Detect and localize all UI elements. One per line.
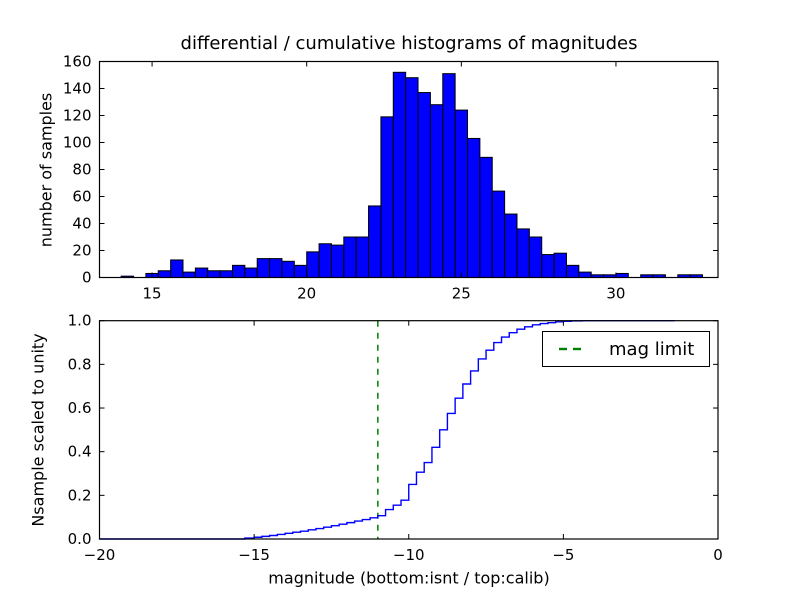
y-tick-label: 1.0 <box>68 312 92 330</box>
top-y-axis-label: number of samples <box>36 92 56 248</box>
histogram-bar <box>380 116 394 278</box>
y-tick-label: 140 <box>63 80 92 98</box>
histogram-bar <box>231 264 246 279</box>
histogram-bar <box>157 270 172 278</box>
histogram-bar <box>504 213 518 279</box>
legend-label: mag limit <box>609 338 695 360</box>
x-tick-label: −5 <box>552 546 574 564</box>
x-tick-label: −10 <box>393 546 425 564</box>
y-tick-label: 0.2 <box>68 486 92 504</box>
y-tick-label: 0.6 <box>68 399 92 417</box>
histogram-bar <box>330 244 345 279</box>
x-tick-label: −20 <box>84 546 116 564</box>
legend: mag limit <box>542 331 710 367</box>
cumulative-curve <box>99 320 675 540</box>
histogram-bars <box>120 71 704 279</box>
axes-frame: 15 20 25 30 0 20 40 60 80 100 120 140 160 <box>63 53 719 303</box>
y-tick-label: 0.4 <box>68 443 92 461</box>
histogram-bar <box>528 236 543 278</box>
histogram-bar <box>170 259 184 279</box>
x-tick-label: −15 <box>238 546 270 564</box>
histogram-bar <box>219 270 233 278</box>
y-tick-label: 160 <box>63 53 92 71</box>
axes-frame: −20 −15 −10 −5 0 0.0 0.2 0.4 0.6 0.8 1.0 <box>68 312 723 564</box>
histogram-bar <box>281 260 295 278</box>
histogram-bar <box>565 264 580 279</box>
x-tick-label: 20 <box>297 285 316 303</box>
histogram-bar <box>306 251 320 279</box>
x-tick-label: 15 <box>143 285 162 303</box>
y-tick-label: 100 <box>63 134 92 152</box>
histogram-bar <box>355 236 370 278</box>
histogram-bar <box>256 258 271 279</box>
histogram-bar <box>368 205 382 278</box>
legend-dash-icon <box>559 347 581 351</box>
histogram-bar <box>244 267 258 278</box>
histogram-bar <box>194 267 209 278</box>
histogram-bar <box>269 258 283 279</box>
histogram-bar <box>207 270 221 278</box>
y-tick-label: 0.8 <box>68 355 92 373</box>
plot-frame <box>98 320 719 540</box>
histogram-bar <box>479 156 493 279</box>
y-tick-label: 80 <box>72 161 91 179</box>
histogram-bar <box>553 252 567 278</box>
x-tick-label: 30 <box>606 285 625 303</box>
chart-title: differential / cumulative histograms of … <box>180 33 638 54</box>
histogram-bar <box>442 73 456 279</box>
y-tick-label: 0 <box>82 269 92 287</box>
histogram-bar <box>429 104 444 278</box>
histogram-bar <box>293 264 308 279</box>
x-axis-label: magnitude (bottom:isnt / top:calib) <box>268 568 550 588</box>
bottom-y-axis-label: Nsample scaled to unity <box>28 333 48 527</box>
histogram-bar <box>491 190 506 279</box>
y-tick-label: 60 <box>72 188 91 206</box>
histogram-bar <box>454 109 469 278</box>
histogram-bar <box>516 228 530 278</box>
histogram-bar <box>541 254 555 279</box>
histogram-bar <box>615 272 629 279</box>
histogram-bar <box>417 92 431 278</box>
histogram-bar <box>405 77 419 278</box>
histogram-bar <box>578 271 592 279</box>
y-tick-label: 20 <box>72 242 91 260</box>
x-tick-label: 25 <box>452 285 471 303</box>
histogram-bar <box>467 137 481 278</box>
y-tick-label: 120 <box>63 107 92 125</box>
histogram-bar <box>182 271 196 279</box>
histogram-bar <box>343 236 357 278</box>
histogram-bar <box>392 71 407 278</box>
histogram-bar <box>318 243 332 278</box>
plot-frame <box>98 60 719 279</box>
y-tick-label: 40 <box>72 215 91 233</box>
x-tick-label: 0 <box>713 546 723 564</box>
y-tick-label: 0.0 <box>68 530 92 548</box>
